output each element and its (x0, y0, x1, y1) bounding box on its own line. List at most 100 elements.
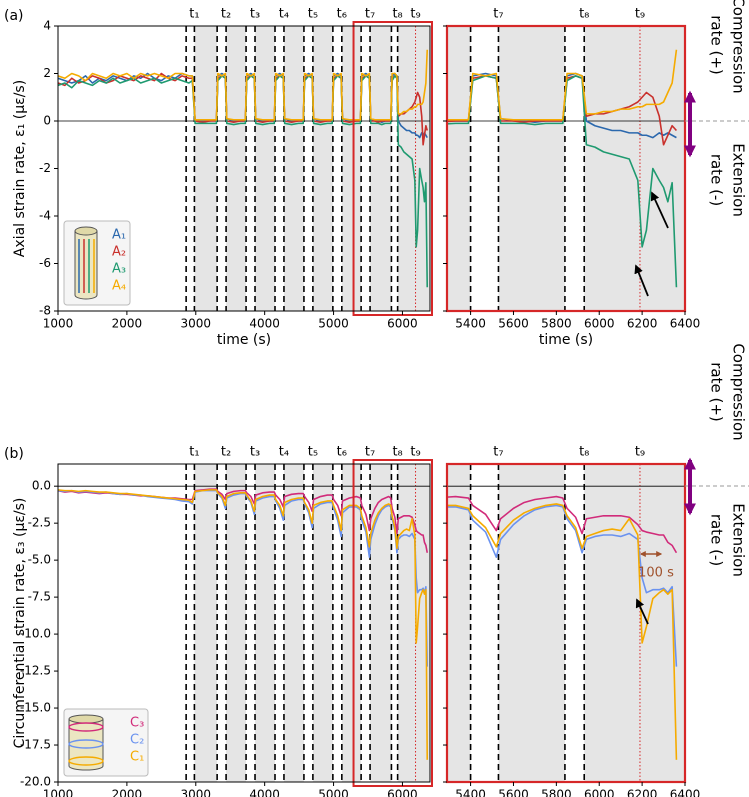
sensor-gauge (68, 739, 104, 749)
loading-window (275, 464, 284, 782)
zoom-box (352, 459, 433, 787)
legend-label: C₃ (130, 716, 144, 731)
y-tick-label: -4 (39, 209, 51, 223)
y-tick-label: 0 (43, 114, 51, 128)
loading-window (217, 26, 227, 311)
y-tick-label: -2.5 (28, 516, 51, 530)
sensor-cylinder (74, 231, 98, 300)
loading-window (332, 464, 342, 782)
y-axis-label: Axial strain rate, ε₁ (με/s) (12, 80, 28, 257)
loading-window (361, 26, 371, 311)
decorations (634, 90, 749, 625)
t-label: t₉ (635, 7, 645, 22)
x-tick-label: 4000 (249, 788, 280, 797)
series-line (447, 49, 678, 121)
y-tick-label: -12.5 (20, 664, 51, 678)
y-tick-label: 4 (43, 19, 51, 33)
pointer-arrow (650, 191, 669, 229)
y-tick-label: -15.0 (20, 701, 51, 715)
loading-window (246, 464, 256, 782)
t-label: t₇ (365, 7, 375, 22)
axes-frame (445, 462, 687, 784)
plot-area (58, 464, 430, 782)
loading-window (361, 464, 371, 782)
annotation: 100 s (638, 566, 674, 581)
x-tick-label: 2000 (112, 317, 143, 331)
y-tick-label: 2 (43, 66, 51, 80)
series-line (58, 49, 429, 121)
t-label: t₈ (579, 445, 589, 460)
side-label: rate (+) (708, 362, 726, 422)
loading-window (564, 464, 585, 782)
sensor-gauge (68, 722, 104, 732)
series-line (447, 503, 678, 760)
t-label: t₄ (279, 7, 289, 22)
side-label: Compression (730, 343, 748, 440)
t-label: t₉ (410, 7, 420, 22)
t-label: t₇ (493, 7, 503, 22)
x-tick-label: 2000 (112, 788, 143, 797)
loading-window (186, 464, 195, 782)
pointer-arrow (635, 598, 649, 625)
axes-frame (57, 463, 431, 783)
zoom-box (352, 21, 433, 316)
x-tick-label: 6400 (670, 788, 701, 797)
loading-window (217, 464, 227, 782)
x-tick-label: 5800 (541, 788, 572, 797)
loading-window (303, 464, 313, 782)
series-line (447, 495, 678, 554)
y-tick-label: -6 (39, 256, 51, 270)
side-label: Extension (730, 143, 748, 217)
x-axis-label: time (s) (539, 332, 593, 348)
series-line (58, 489, 429, 760)
x-tick-label: 6200 (627, 317, 658, 331)
x-axis-label: time (s) (217, 332, 271, 348)
t-label: t₇ (365, 445, 375, 460)
y-tick-label: -2 (39, 161, 51, 175)
side-label: Extension (730, 503, 748, 577)
t-label: t₈ (392, 7, 402, 22)
plot-area (58, 26, 430, 311)
loading-window (275, 26, 284, 311)
loading-window (246, 26, 256, 311)
series-line (447, 504, 678, 667)
plot-area (447, 26, 685, 311)
t-label: t₃ (250, 445, 260, 460)
sensor-gauge (68, 756, 104, 766)
panel-label: (b) (4, 446, 24, 462)
y-axis-label: Circumferential strain rate, ε₃ (με/s) (12, 498, 28, 749)
t-label: t₅ (308, 7, 318, 22)
t-label: t₂ (221, 7, 231, 22)
legend-label: A₄ (112, 279, 126, 294)
side-label: Compression (730, 0, 748, 94)
loading-window (332, 26, 342, 311)
x-tick-label: 5000 (318, 317, 349, 331)
x-tick-label: 6000 (584, 317, 615, 331)
x-tick-label: 6000 (584, 788, 615, 797)
x-tick-label: 4000 (249, 317, 280, 331)
x-tick-label: 6000 (387, 317, 418, 331)
y-tick-label: -17.5 (20, 738, 51, 752)
x-tick-label: 5000 (318, 788, 349, 797)
legend-label: C₁ (130, 750, 144, 765)
t-label: t₄ (279, 445, 289, 460)
legend-label: A₂ (112, 245, 126, 260)
side-label: rate (-) (708, 154, 726, 206)
x-tick-label: 5800 (541, 317, 572, 331)
y-tick-label: 0.0 (32, 479, 51, 493)
series-line (447, 75, 678, 288)
loading-window (564, 26, 585, 311)
t-label: t₂ (221, 445, 231, 460)
x-tick-label: 3000 (181, 788, 212, 797)
sensor-cylinder-top (68, 714, 104, 724)
t-label: t₁ (189, 7, 199, 22)
t-label: t₃ (250, 7, 260, 22)
t-label: t₈ (392, 445, 402, 460)
side-label: rate (+) (708, 15, 726, 75)
y-tick-label: -5.0 (28, 553, 51, 567)
loading-window (470, 464, 499, 782)
side-label: rate (-) (708, 514, 726, 566)
x-tick-label: 1000 (43, 317, 74, 331)
y-tick-label: -7.5 (28, 590, 51, 604)
